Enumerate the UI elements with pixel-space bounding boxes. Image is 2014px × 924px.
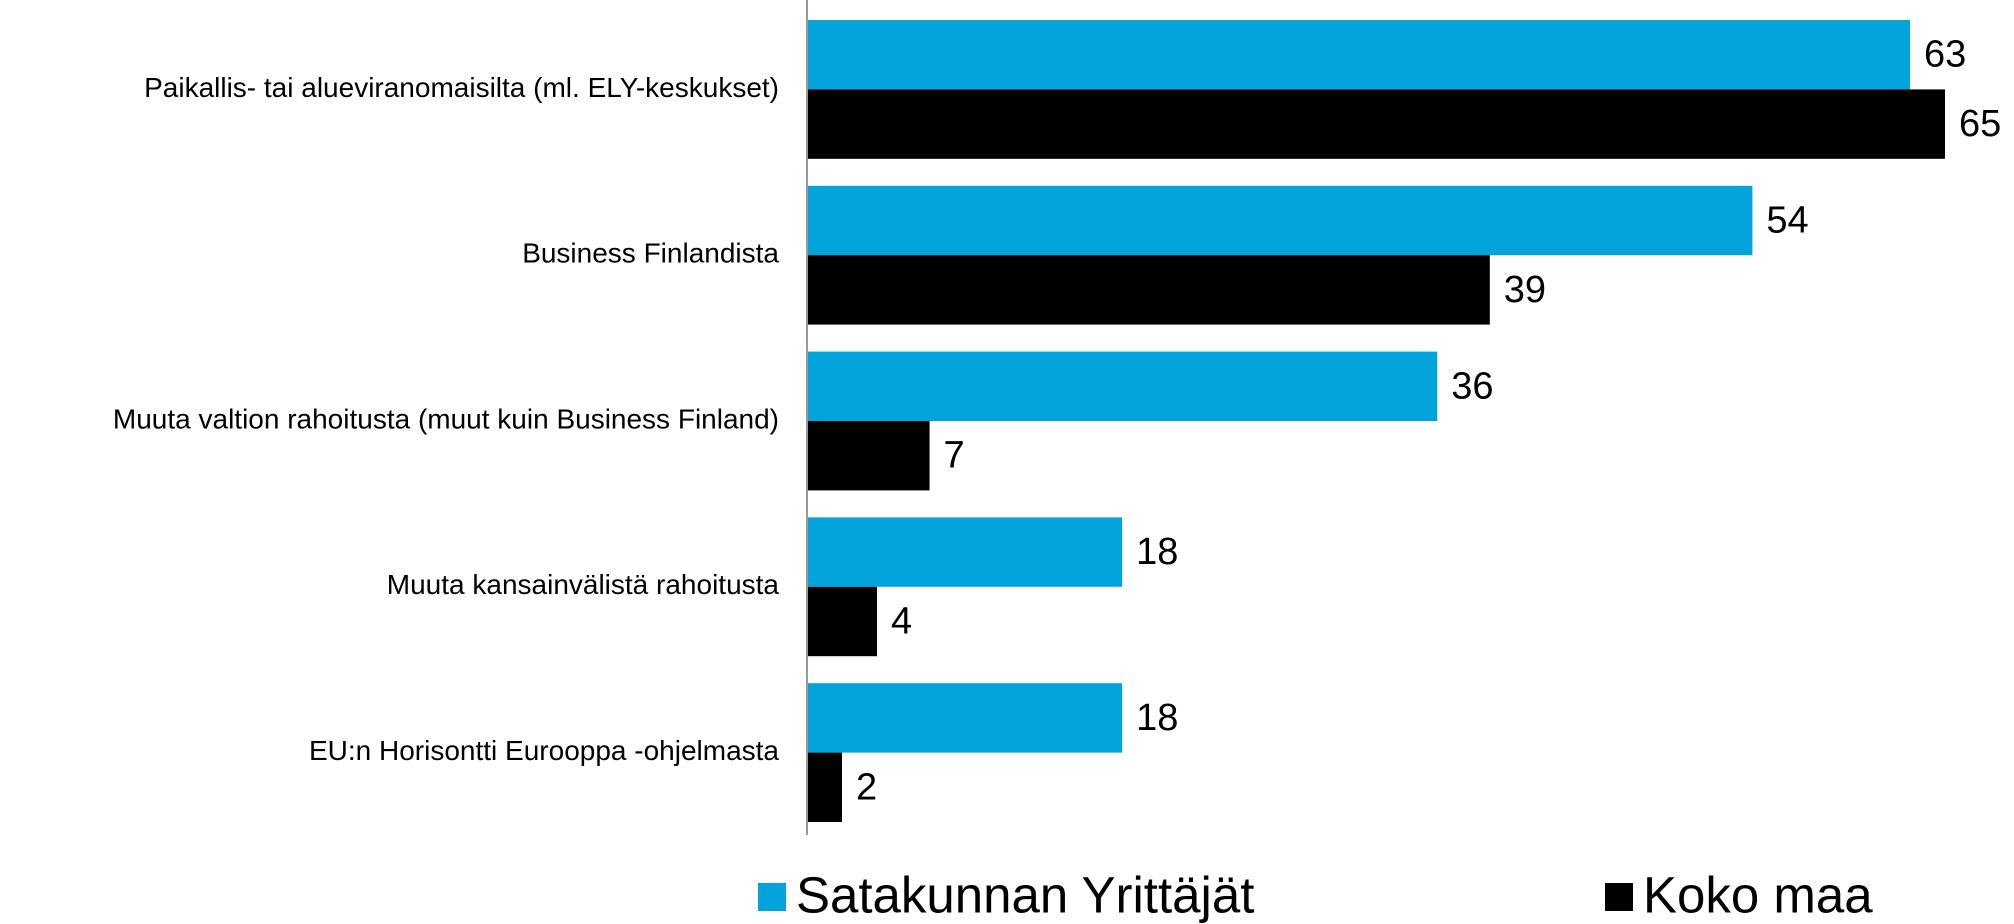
- bar: [807, 752, 843, 822]
- bar: [807, 255, 1490, 325]
- value-label: 39: [1504, 269, 1546, 311]
- value-label: 18: [1136, 697, 1178, 739]
- value-label: 18: [1136, 531, 1178, 573]
- bar: [807, 586, 878, 657]
- bar: [807, 421, 930, 491]
- legend-swatch: [1605, 883, 1633, 911]
- category-label: Muuta kansainvälistä rahoitusta: [387, 569, 780, 600]
- value-label: 36: [1451, 365, 1493, 407]
- category-label: Business Finlandista: [522, 238, 779, 269]
- value-label: 7: [944, 435, 965, 477]
- category-label: Muuta valtion rahoitusta (muut kuin Busi…: [113, 403, 779, 434]
- value-label: 2: [856, 766, 877, 808]
- legend-label: Koko maa: [1643, 866, 1873, 923]
- value-label: 54: [1766, 200, 1808, 242]
- category-label: Paikallis- tai alueviranomaisilta (ml. E…: [144, 72, 779, 103]
- bar: [807, 683, 1123, 753]
- bar: [807, 351, 1438, 421]
- value-label: 63: [1924, 34, 1966, 76]
- value-label: 65: [1959, 103, 2001, 145]
- bar: [807, 20, 1910, 90]
- bar: [807, 185, 1753, 256]
- legend-swatch: [758, 883, 786, 911]
- category-label: EU:n Horisontti Eurooppa -ohjelmasta: [309, 735, 779, 766]
- value-label: 4: [891, 601, 912, 643]
- bar: [807, 89, 1945, 159]
- bar: [807, 517, 1123, 587]
- legend-label: Satakunnan Yrittäjät: [796, 866, 1254, 923]
